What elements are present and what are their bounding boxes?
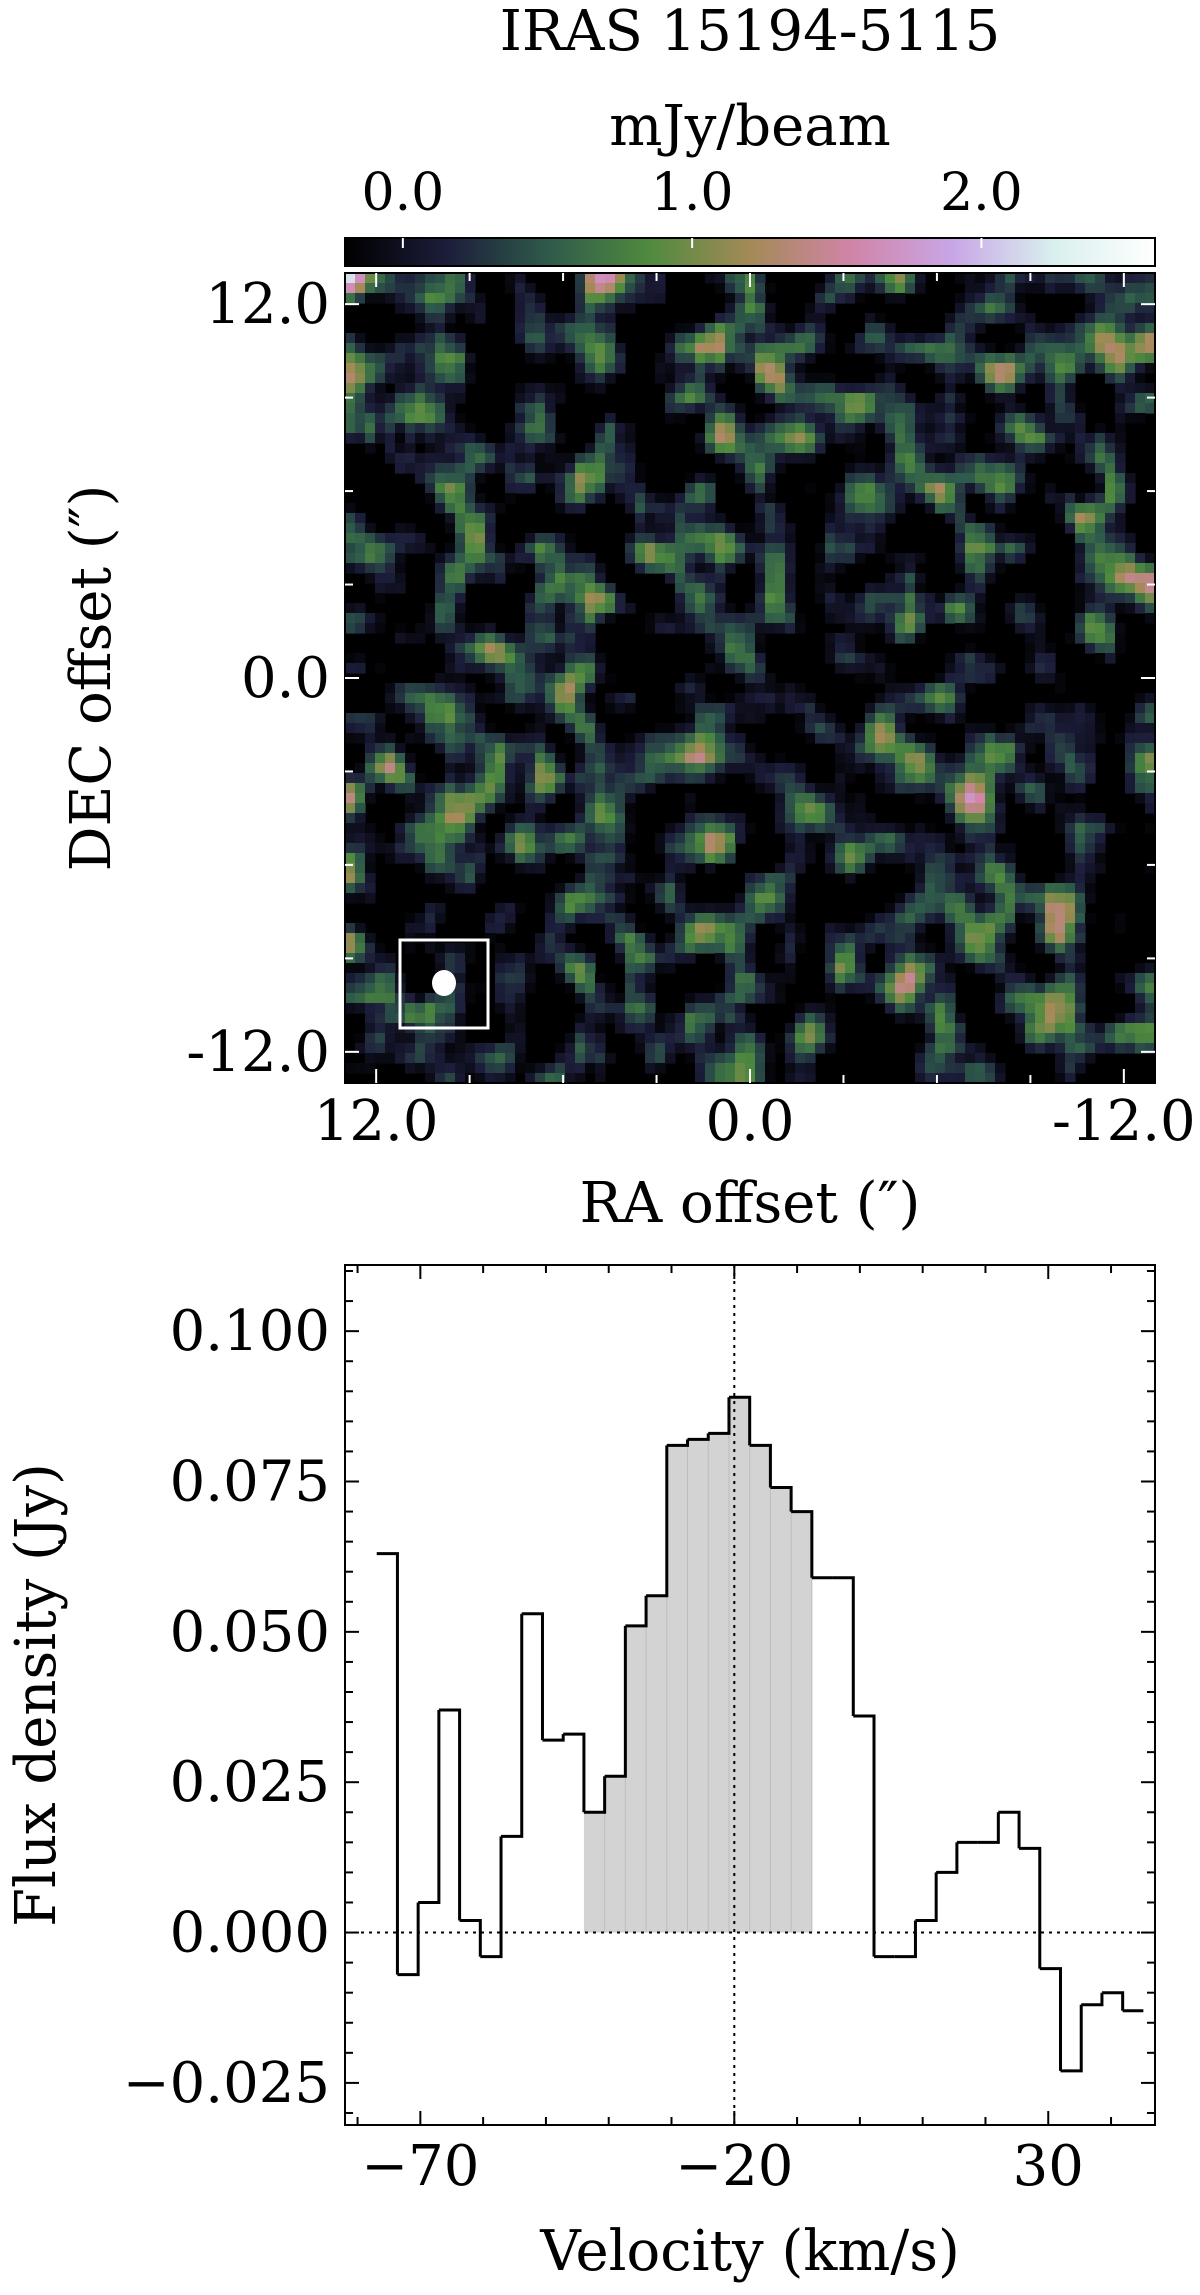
colorbar — [344, 237, 1156, 267]
spectrum-y-tick-label: 0.075 — [170, 1450, 330, 1515]
spectrum-channel — [1101, 1991, 1125, 2011]
spectrum-fill-channel — [728, 1397, 750, 1933]
spectrum-channel-lines — [604, 1397, 813, 1933]
spectrum-channel — [666, 1439, 690, 1447]
spectrum-channel — [1081, 1992, 1104, 2007]
spectrum-channel — [749, 1443, 772, 1488]
spectrum-channel — [376, 1552, 399, 1975]
spectrum-frame — [344, 1264, 1156, 2126]
spectrum-channel — [521, 1612, 544, 1741]
spectrum-integration-fill — [583, 1397, 812, 1933]
spectrum-series — [375, 1395, 1144, 2073]
map-ticks — [345, 273, 1155, 1083]
spectrum-y-axis-label: Flux density (Jy) — [4, 1463, 69, 1927]
beam-box — [398, 938, 490, 1030]
map-x-tick-label: 0.0 — [705, 1089, 794, 1154]
spectrum-x-tick-label: 30 — [1013, 2134, 1084, 2199]
spectrum-channel — [1019, 1846, 1042, 1969]
colorbar-label: mJy/beam — [609, 94, 891, 159]
spectrum-fill-channel — [583, 1812, 605, 1933]
spectrum-channel — [791, 1510, 814, 1578]
map-y-tick-label: -12.0 — [186, 1020, 330, 1085]
spectrum-channel — [583, 1776, 607, 1814]
spectrum-channel — [728, 1395, 752, 1446]
map-title: IRAS 15194-5115 — [500, 0, 1000, 64]
colorbar-tick-label: 1.0 — [651, 163, 734, 223]
spectrum-tick-labels: −70 −20 30 0.100 0.075 0.050 0.025 0.000 −0.025 — [123, 1299, 1084, 2199]
spectrum-channel — [480, 1836, 503, 1959]
spectrum-channel — [998, 1810, 1021, 1849]
spectrum-y-tick-label: 0.050 — [170, 1600, 330, 1665]
spectrum-ticks — [345, 1265, 1155, 2125]
spectrum-channel — [1039, 1967, 1062, 2071]
spectrum-y-tick-label: 0.100 — [170, 1299, 330, 1364]
spectrum-fill-channel — [625, 1625, 647, 1933]
spectrum-fill-channel — [708, 1433, 729, 1933]
spectrum-fill-channel — [666, 1445, 688, 1933]
spectrum-y-tick-label: 0.025 — [170, 1750, 330, 1815]
colorbar-tick-label: 2.0 — [940, 163, 1023, 223]
map-x-tick-label: 12.0 — [314, 1089, 439, 1154]
spectrum-channel — [604, 1625, 627, 1778]
spectrum-channel — [459, 1919, 482, 1957]
colorbar-tick-label: 0.0 — [362, 163, 445, 223]
spectrum-channel — [501, 1613, 524, 1838]
map-y-tick-label: 0.0 — [241, 646, 330, 711]
map-x-axis-label: RA offset (″) — [580, 1171, 921, 1236]
spectrum-fill-channel — [646, 1595, 667, 1933]
colorbar-ticks — [401, 238, 983, 248]
spectrum-channel — [542, 1734, 565, 1742]
spectrum-channel — [832, 1576, 855, 1717]
spectrum-fill-channel — [770, 1487, 792, 1933]
spectrum-y-tick-label: 0.000 — [170, 1901, 330, 1966]
spectrum-channel — [397, 1902, 420, 1977]
spectrum-channel — [438, 1708, 462, 1921]
spectrum-x-tick-label: −70 — [361, 2134, 479, 2199]
spectrum-channel — [625, 1595, 648, 1628]
spectrum-x-tick-label: −20 — [675, 2134, 793, 2199]
spectrum-channel — [646, 1445, 669, 1598]
spectrum-channel — [977, 1812, 1000, 1844]
spectrum-x-axis-label: Velocity (km/s) — [539, 2219, 960, 2284]
spectrum-channel — [708, 1397, 731, 1435]
map-tick-labels: 12.0 0.0 -12.012.00.0-12.0 — [186, 272, 1195, 1154]
spectrum-y-tick-label: −0.025 — [123, 2051, 330, 2116]
spectrum-channel — [853, 1714, 876, 1957]
spectrum-channel — [687, 1433, 710, 1441]
spectrum-channel — [1060, 2004, 1083, 2073]
spectrum-channel — [770, 1486, 793, 1512]
colorbar-tick-labels: 0.0 1.0 2.0 — [362, 163, 1023, 223]
spectrum-fill-channel — [687, 1439, 709, 1933]
spectrum-fill-channel — [604, 1776, 626, 1933]
map-y-tick-label: 12.0 — [205, 272, 330, 337]
spectrum-fill-channel — [749, 1445, 771, 1933]
spectrum-channel — [563, 1732, 586, 1813]
spectrum-channel — [915, 1872, 938, 1923]
map-x-tick-label: -12.0 — [1052, 1089, 1196, 1154]
map-y-axis-label: DEC offset (″) — [59, 485, 124, 872]
spectrum-channel — [418, 1710, 441, 1904]
spectrum-fill-channel — [791, 1511, 812, 1933]
spectrum-channel — [894, 1920, 917, 1959]
emission-map — [345, 273, 1155, 1083]
beam-ellipse — [432, 970, 456, 996]
spectrum-channel — [936, 1842, 959, 1874]
